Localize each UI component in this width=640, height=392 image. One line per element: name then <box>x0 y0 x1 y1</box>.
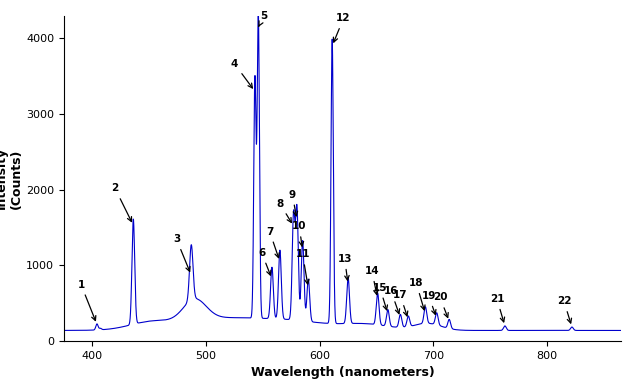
Text: 21: 21 <box>490 294 504 322</box>
Text: 15: 15 <box>372 283 387 310</box>
Text: 19: 19 <box>422 291 436 314</box>
Text: 5: 5 <box>259 11 268 26</box>
Text: 22: 22 <box>557 296 572 323</box>
Text: 17: 17 <box>393 290 408 316</box>
X-axis label: Wavelength (nanometers): Wavelength (nanometers) <box>250 366 435 379</box>
Text: 8: 8 <box>276 199 291 223</box>
Text: 7: 7 <box>266 227 279 258</box>
Text: 9: 9 <box>289 190 298 216</box>
Y-axis label: Intensity
(Counts): Intensity (Counts) <box>0 147 24 209</box>
Text: 12: 12 <box>333 13 351 42</box>
Text: 13: 13 <box>337 254 352 280</box>
Text: 6: 6 <box>258 248 271 275</box>
Text: 20: 20 <box>433 292 448 318</box>
Text: 11: 11 <box>296 249 310 284</box>
Text: 2: 2 <box>111 183 131 221</box>
Text: 18: 18 <box>409 278 425 310</box>
Text: 10: 10 <box>292 221 307 246</box>
Text: 16: 16 <box>384 287 399 314</box>
Text: 1: 1 <box>77 279 96 321</box>
Text: 14: 14 <box>365 266 380 294</box>
Text: 4: 4 <box>231 59 252 88</box>
Text: 3: 3 <box>173 234 190 271</box>
